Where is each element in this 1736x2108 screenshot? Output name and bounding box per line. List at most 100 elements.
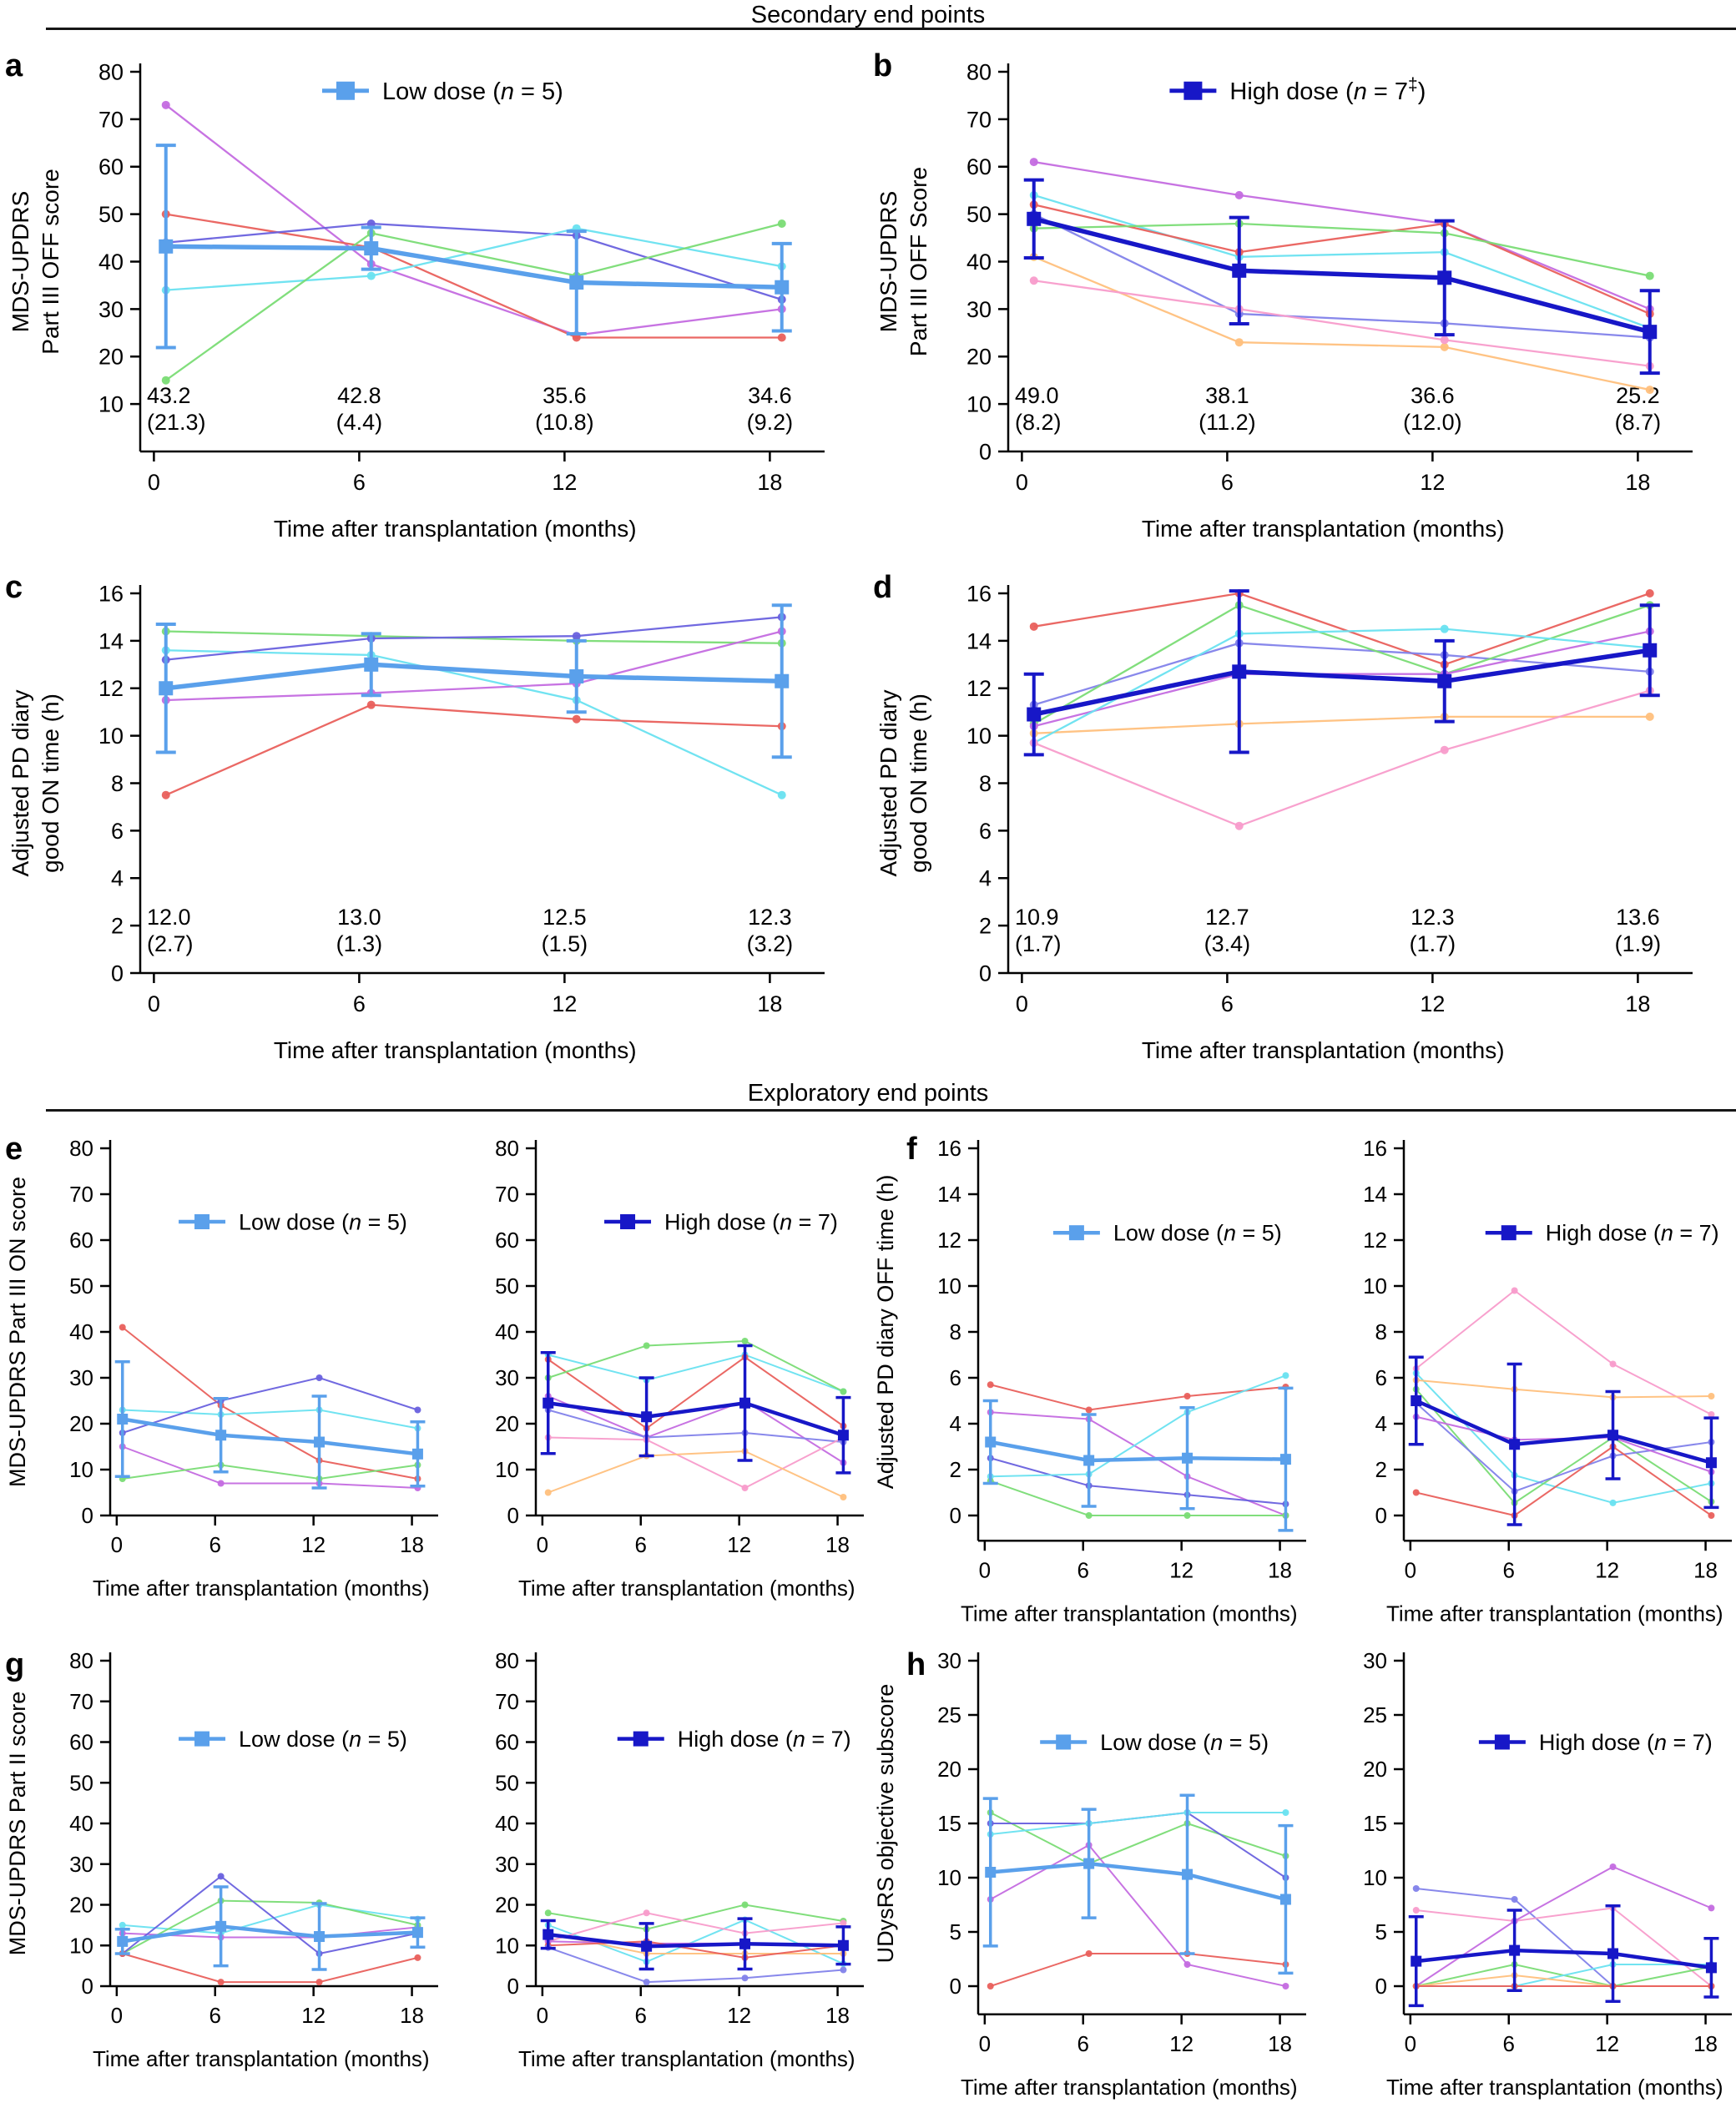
- panel-letter-c: c: [5, 570, 23, 605]
- svg-text:18: 18: [1268, 2031, 1292, 2056]
- svg-text:0: 0: [950, 1974, 961, 1999]
- svg-text:High dose (n = 7): High dose (n = 7): [1546, 1221, 1719, 1246]
- section-header-exploratory: Exploratory end points: [0, 1073, 1736, 1112]
- svg-text:Time after transplantation (mo: Time after transplantation (months): [518, 1576, 855, 1601]
- svg-text:6: 6: [1503, 1557, 1515, 1582]
- svg-text:Adjusted PD diary: Adjusted PD diary: [8, 689, 33, 876]
- svg-text:80: 80: [966, 59, 992, 84]
- svg-text:High dose (n = 7): High dose (n = 7): [1539, 1730, 1713, 1755]
- section-title-secondary: Secondary end points: [750, 2, 986, 28]
- svg-text:Adjusted PD diary: Adjusted PD diary: [876, 689, 901, 876]
- svg-text:14: 14: [966, 628, 992, 653]
- svg-text:(1.7): (1.7): [1015, 931, 1062, 956]
- svg-text:10: 10: [937, 1865, 961, 1890]
- svg-text:(3.4): (3.4): [1204, 931, 1251, 956]
- svg-text:18: 18: [825, 2003, 850, 2028]
- svg-text:Low dose (n = 5): Low dose (n = 5): [239, 1209, 407, 1234]
- svg-text:40: 40: [69, 1319, 93, 1344]
- svg-text:20: 20: [495, 1893, 519, 1918]
- svg-text:6: 6: [1077, 2031, 1089, 2056]
- svg-text:10: 10: [495, 1457, 519, 1482]
- svg-text:2: 2: [111, 914, 124, 939]
- svg-text:12: 12: [1169, 2031, 1194, 2056]
- svg-text:12.5: 12.5: [542, 905, 587, 930]
- svg-text:25: 25: [937, 1702, 961, 1727]
- panel-letter-b: b: [873, 48, 893, 83]
- svg-text:10: 10: [1363, 1273, 1387, 1299]
- svg-text:12: 12: [552, 991, 577, 1016]
- svg-text:8: 8: [1375, 1319, 1387, 1344]
- svg-text:0: 0: [82, 1974, 93, 1999]
- svg-text:16: 16: [98, 581, 124, 606]
- svg-text:6: 6: [353, 470, 366, 495]
- svg-text:12: 12: [1363, 1228, 1387, 1253]
- svg-text:Time after transplantation (mo: Time after transplantation (months): [1386, 1601, 1723, 1626]
- svg-text:10: 10: [937, 1273, 961, 1299]
- svg-text:70: 70: [966, 107, 992, 132]
- svg-text:18: 18: [825, 1532, 850, 1557]
- svg-text:10: 10: [495, 1933, 519, 1958]
- svg-text:(8.7): (8.7): [1615, 410, 1662, 435]
- panel-e: e MDS-UPDRS Part III ON score 0 10 20 30 40 50…: [0, 1112, 868, 1627]
- svg-text:5: 5: [950, 1919, 961, 1944]
- svg-text:Time after transplantation (mo: Time after transplantation (months): [93, 2046, 430, 2071]
- svg-text:18: 18: [1693, 2031, 1718, 2056]
- row-ef: e MDS-UPDRS Part III ON score 0 10 20 30 40 50…: [0, 1112, 1736, 1627]
- svg-text:15: 15: [1363, 1811, 1387, 1836]
- svg-text:UDysRS objective subscore: UDysRS objective subscore: [873, 1684, 898, 1964]
- svg-text:(9.2): (9.2): [747, 410, 794, 435]
- svg-text:0: 0: [979, 1557, 991, 1582]
- svg-text:25: 25: [1363, 1702, 1387, 1727]
- svg-text:0: 0: [979, 439, 992, 464]
- svg-text:80: 80: [69, 1136, 93, 1161]
- svg-text:42.8: 42.8: [337, 383, 381, 408]
- svg-text:12: 12: [1169, 1557, 1194, 1582]
- svg-text:35.6: 35.6: [542, 383, 587, 408]
- panel-d: d Adjusted PD diary good ON time (h) 0 2 4 6 8…: [868, 552, 1736, 1073]
- svg-text:50: 50: [966, 202, 992, 227]
- svg-text:0: 0: [1016, 991, 1028, 1016]
- svg-text:70: 70: [495, 1689, 519, 1714]
- svg-text:High dose (n = 7): High dose (n = 7): [678, 1727, 851, 1752]
- panel-letter-g: g: [5, 1647, 25, 1682]
- panel-letter-d: d: [873, 570, 893, 605]
- svg-text:12: 12: [727, 2003, 751, 2028]
- svg-text:18: 18: [1693, 1557, 1718, 1582]
- svg-text:(21.3): (21.3): [147, 410, 206, 435]
- svg-text:High dose (n = 7‡): High dose (n = 7‡): [1229, 75, 1426, 105]
- svg-text:Low dose (n = 5): Low dose (n = 5): [239, 1727, 407, 1752]
- svg-text:80: 80: [495, 1136, 519, 1161]
- svg-text:0: 0: [111, 961, 124, 986]
- svg-text:2: 2: [950, 1457, 961, 1482]
- svg-text:40: 40: [69, 1811, 93, 1836]
- svg-text:0: 0: [507, 1974, 519, 1999]
- svg-text:6: 6: [1221, 470, 1234, 495]
- svg-text:Low dose (n = 5): Low dose (n = 5): [382, 78, 563, 105]
- svg-text:High dose (n = 7): High dose (n = 7): [664, 1209, 838, 1234]
- svg-text:2: 2: [979, 914, 992, 939]
- svg-text:6: 6: [353, 991, 366, 1016]
- svg-text:30: 30: [69, 1852, 93, 1877]
- svg-text:Time after transplantation (mo: Time after transplantation (months): [518, 2046, 855, 2071]
- svg-text:6: 6: [979, 819, 992, 844]
- panel-a: a MDS-UPDRS Part III OFF score 10 20 30 40 50 6…: [0, 30, 868, 552]
- svg-text:30: 30: [98, 297, 124, 322]
- svg-text:10: 10: [69, 1933, 93, 1958]
- svg-text:0: 0: [537, 2003, 548, 2028]
- svg-text:2: 2: [1375, 1457, 1387, 1482]
- svg-text:20: 20: [69, 1893, 93, 1918]
- panel-letter-a: a: [5, 48, 23, 83]
- svg-text:4: 4: [950, 1411, 961, 1436]
- svg-text:30: 30: [69, 1365, 93, 1390]
- svg-text:15: 15: [937, 1811, 961, 1836]
- svg-text:0: 0: [537, 1532, 548, 1557]
- svg-text:0: 0: [148, 991, 160, 1016]
- svg-text:MDS-UPDRS Part II score: MDS-UPDRS Part II score: [5, 1692, 30, 1956]
- svg-text:13.6: 13.6: [1616, 905, 1660, 930]
- section-title-exploratory: Exploratory end points: [747, 1080, 989, 1107]
- panel-d-chart: Adjusted PD diary good ON time (h) 0 2 4 6 8 10…: [876, 581, 1693, 1063]
- svg-text:60: 60: [495, 1730, 519, 1755]
- svg-text:50: 50: [495, 1770, 519, 1795]
- svg-text:Time after transplantation (mo: Time after transplantation (months): [961, 1601, 1298, 1626]
- svg-text:0: 0: [82, 1503, 93, 1528]
